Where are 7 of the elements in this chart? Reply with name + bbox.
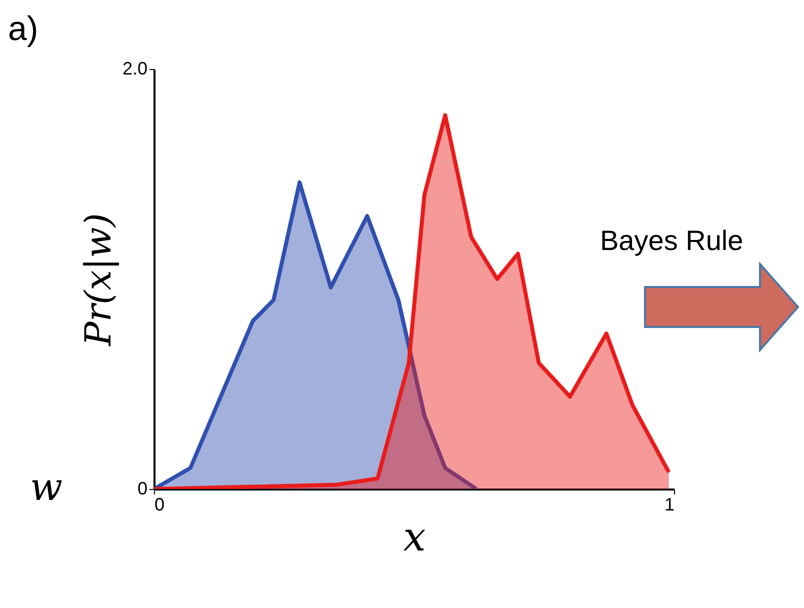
y-tick-label: 2.0 xyxy=(122,58,148,78)
y-axis-title: Pr(x|w) xyxy=(78,213,120,347)
annotation: Bayes Rule xyxy=(600,225,744,257)
x-axis-title: x xyxy=(403,514,426,560)
text: w xyxy=(30,465,63,509)
text: a) xyxy=(8,10,38,49)
x-tick-label: 1 xyxy=(664,494,674,514)
